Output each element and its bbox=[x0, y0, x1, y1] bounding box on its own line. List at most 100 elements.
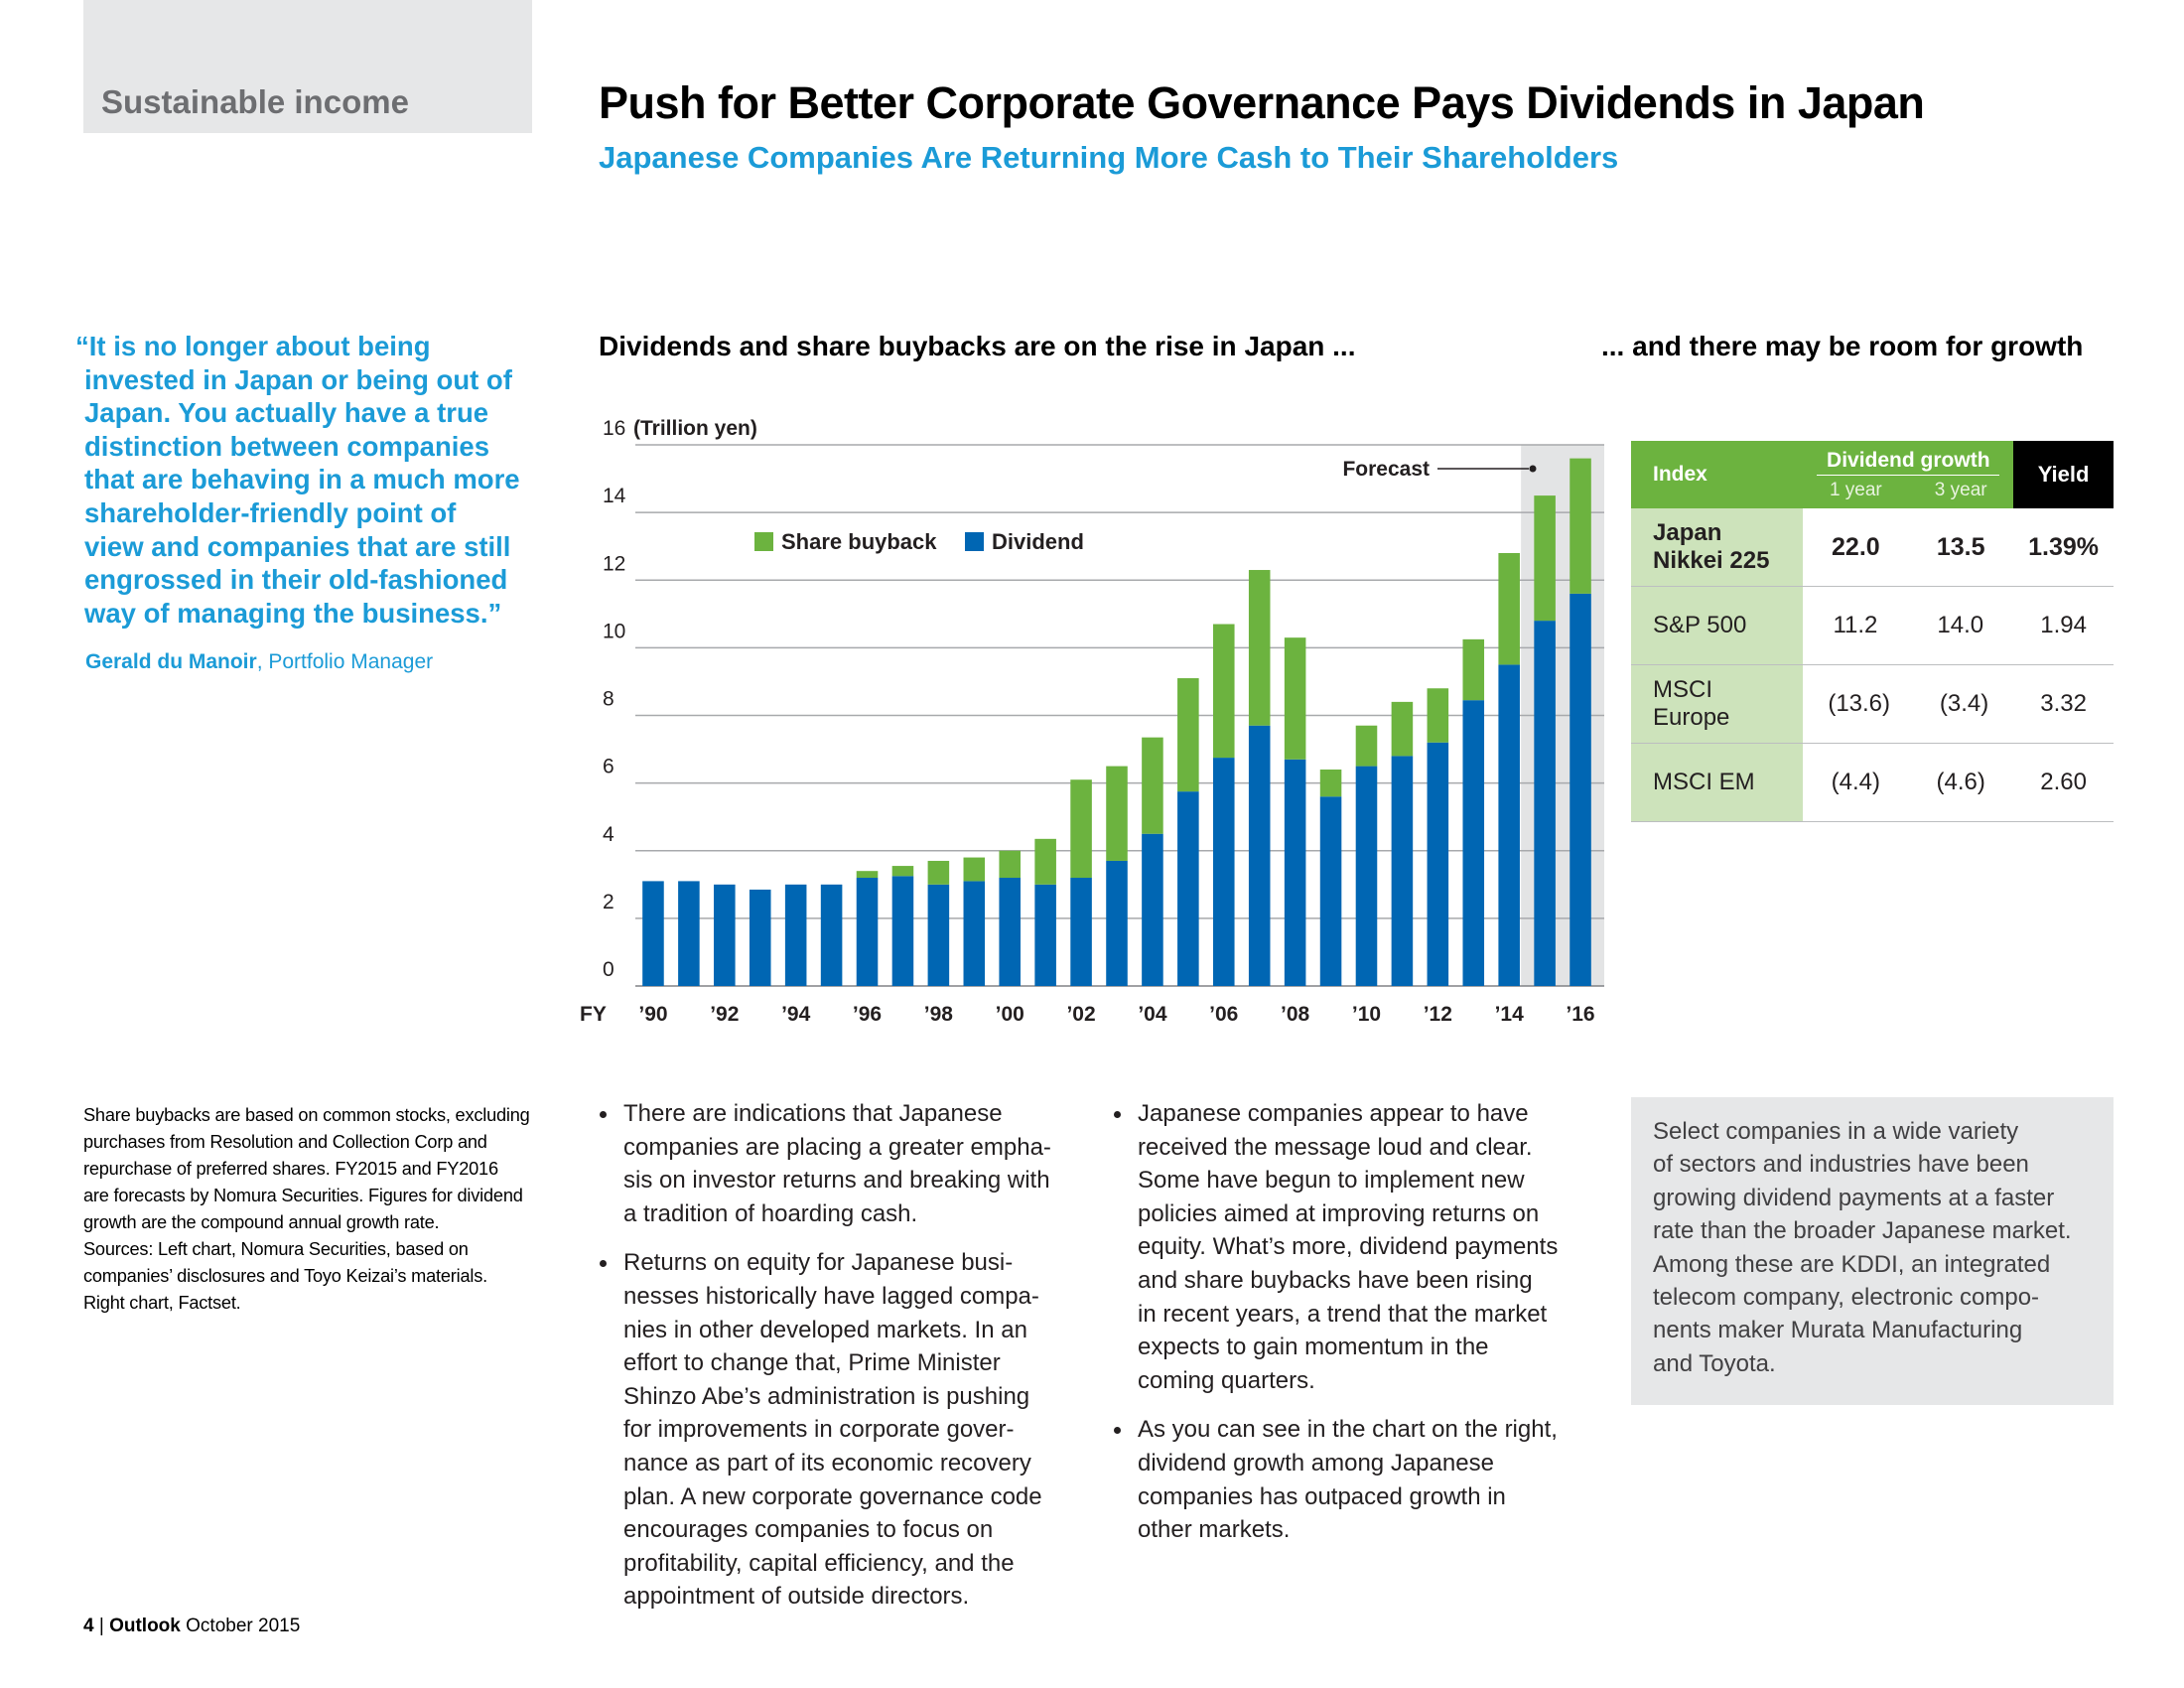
x-tick-label: ’90 bbox=[638, 1003, 667, 1026]
bullet-line: encourages companies to focus on bbox=[623, 1516, 994, 1544]
bar-share-buyback bbox=[1534, 495, 1556, 622]
bullet-line: Returns on equity for Japanese busi- bbox=[623, 1249, 1014, 1277]
y-tick-label: 8 bbox=[603, 688, 614, 711]
x-tick-label: ’02 bbox=[1066, 1003, 1095, 1026]
bar-dividend bbox=[1462, 700, 1485, 986]
row-label-line: MSCI EM bbox=[1653, 769, 1755, 795]
x-tick-label: ’92 bbox=[710, 1003, 739, 1026]
y-tick-label: 2 bbox=[603, 891, 614, 914]
bar-dividend bbox=[784, 884, 807, 986]
body-column-1: There are indications that Japanese compa… bbox=[598, 1097, 1114, 1629]
bullet-item: As you can see in the chart on the right… bbox=[1112, 1413, 1628, 1546]
growth-3-year: 13.5 bbox=[1936, 532, 1985, 561]
bar-share-buyback bbox=[927, 860, 950, 885]
x-tick-label: ’14 bbox=[1495, 1003, 1525, 1026]
bullet-line: other markets. bbox=[1138, 1516, 1291, 1544]
callout-line: Select companies in a wide variety bbox=[1653, 1118, 2019, 1145]
bar-dividend bbox=[642, 881, 664, 986]
section-label: Sustainable income bbox=[101, 83, 409, 120]
bullet-line: As you can see in the chart on the right… bbox=[1138, 1416, 1558, 1444]
callout-box: Select companies in a wide variety of se… bbox=[1631, 1097, 2114, 1405]
header-growth-label: Dividend growth bbox=[1817, 449, 2000, 476]
footnote-line: growth are the compound annual growth ra… bbox=[83, 1212, 440, 1232]
x-tick-label: ’06 bbox=[1209, 1003, 1238, 1026]
bar-dividend bbox=[891, 876, 914, 986]
callout-line: growing dividend payments at a faster bbox=[1653, 1184, 2055, 1211]
table-header-row: Index Dividend growth 1 year 3 year Yield bbox=[1631, 441, 2114, 508]
quote-line: “It is no longer about being bbox=[75, 331, 431, 361]
y-tick-label: 4 bbox=[603, 823, 614, 846]
bar-share-buyback bbox=[891, 866, 914, 877]
bullet-line: Some have begun to implement new bbox=[1138, 1167, 1525, 1195]
bar-dividend bbox=[1570, 593, 1591, 986]
bar-dividend bbox=[1534, 621, 1556, 986]
bar-share-buyback bbox=[1391, 701, 1414, 757]
table-row: MSCI Europe (13.6) (3.4) 3.32 bbox=[1631, 664, 2114, 744]
bullet-line: equity. What’s more, dividend payments bbox=[1138, 1233, 1559, 1261]
bar-share-buyback bbox=[856, 871, 879, 878]
bar-share-buyback bbox=[1319, 770, 1342, 797]
bullet-line: nesses historically have lagged compa- bbox=[623, 1282, 1039, 1310]
quote-line: shareholder-friendly point of bbox=[84, 496, 457, 528]
header-3-year: 3 year bbox=[1934, 479, 1987, 500]
bar-dividend bbox=[1034, 884, 1056, 986]
y-tick-label: 10 bbox=[603, 620, 625, 642]
x-tick-label: ’98 bbox=[924, 1003, 954, 1026]
growth-cells: 11.2 14.0 bbox=[1803, 586, 2014, 665]
callout-line: Among these are KDDI, an integrated bbox=[1653, 1250, 2051, 1278]
row-label-line: MSCI bbox=[1653, 676, 1712, 703]
bullet-line: companies are placing a greater empha- bbox=[623, 1133, 1051, 1161]
footnote-line: purchases from Resolution and Collection… bbox=[83, 1132, 487, 1152]
quote-line: view and companies that are still bbox=[84, 530, 511, 562]
bar-share-buyback bbox=[1427, 688, 1449, 743]
bar-share-buyback bbox=[963, 857, 986, 882]
bar-share-buyback bbox=[1462, 638, 1485, 701]
x-tick-label: ’16 bbox=[1566, 1003, 1594, 1026]
bullet-line: a tradition of hoarding cash. bbox=[623, 1199, 918, 1227]
bar-share-buyback bbox=[1177, 678, 1199, 792]
x-tick-label: ’94 bbox=[781, 1003, 811, 1026]
growth-1-year: 11.2 bbox=[1833, 612, 1878, 638]
section-tab: Sustainable income bbox=[83, 0, 532, 133]
row-label: MSCI EM bbox=[1631, 743, 1804, 822]
bar-dividend bbox=[678, 881, 700, 986]
bullet-line: There are indications that Japanese bbox=[623, 1100, 1003, 1127]
footnote-line: Share buybacks are based on common stock… bbox=[83, 1105, 530, 1125]
page-footer: 4 | Outlook October 2015 bbox=[83, 1616, 300, 1637]
bar-share-buyback bbox=[1213, 624, 1235, 759]
bar-share-buyback bbox=[1142, 737, 1163, 834]
bar-dividend bbox=[820, 884, 843, 986]
table-row: S&P 500 11.2 14.0 1.94 bbox=[1631, 586, 2114, 665]
quote-line: that are behaving in a much more bbox=[84, 464, 520, 495]
row-label-line: Europe bbox=[1653, 704, 1730, 731]
bullet-line: appointment of outside directors. bbox=[623, 1583, 970, 1611]
page-title: Push for Better Corporate Governance Pay… bbox=[599, 77, 1925, 128]
bullet-line: in recent years, a trend that the market bbox=[1138, 1300, 1548, 1328]
bar-dividend bbox=[999, 878, 1021, 986]
bar-dividend bbox=[1427, 742, 1449, 986]
row-label: Japan Nikkei 225 bbox=[1631, 508, 1804, 587]
row-label-line: Japan bbox=[1653, 519, 1722, 546]
forecast-leader-dot bbox=[1529, 465, 1537, 473]
bullet-line: Shinzo Abe’s administration is pushing bbox=[623, 1382, 1030, 1410]
bar-share-buyback bbox=[1355, 725, 1378, 767]
bar-dividend bbox=[1355, 766, 1378, 986]
footnote: Share buybacks are based on common stock… bbox=[83, 1102, 550, 1317]
bullet-line: expects to gain momentum in the bbox=[1138, 1334, 1489, 1361]
bar-dividend bbox=[1106, 860, 1128, 986]
index-table: Index Dividend growth 1 year 3 year Yield… bbox=[1631, 441, 2114, 822]
x-tick-label: ’00 bbox=[996, 1003, 1024, 1026]
header-1-year: 1 year bbox=[1829, 479, 1882, 500]
quote-author: Gerald du Manoir bbox=[85, 650, 257, 673]
quote-line: way of managing the business.” bbox=[84, 597, 502, 629]
y-tick-label: 6 bbox=[603, 756, 614, 778]
quote-line: Japan. You actually have a true bbox=[84, 397, 489, 429]
yield-value: 3.32 bbox=[2013, 664, 2114, 744]
table-title: ... and there may be room for growth bbox=[1601, 331, 2084, 361]
quote-role: , Portfolio Manager bbox=[256, 650, 434, 673]
table-row: MSCI EM (4.4) (4.6) 2.60 bbox=[1631, 743, 2114, 822]
bar-dividend bbox=[856, 878, 879, 986]
callout-line: of sectors and industries have been bbox=[1653, 1151, 2029, 1179]
publication-date: October 2015 bbox=[186, 1616, 301, 1636]
bullet-line: received the message loud and clear. bbox=[1138, 1133, 1533, 1161]
